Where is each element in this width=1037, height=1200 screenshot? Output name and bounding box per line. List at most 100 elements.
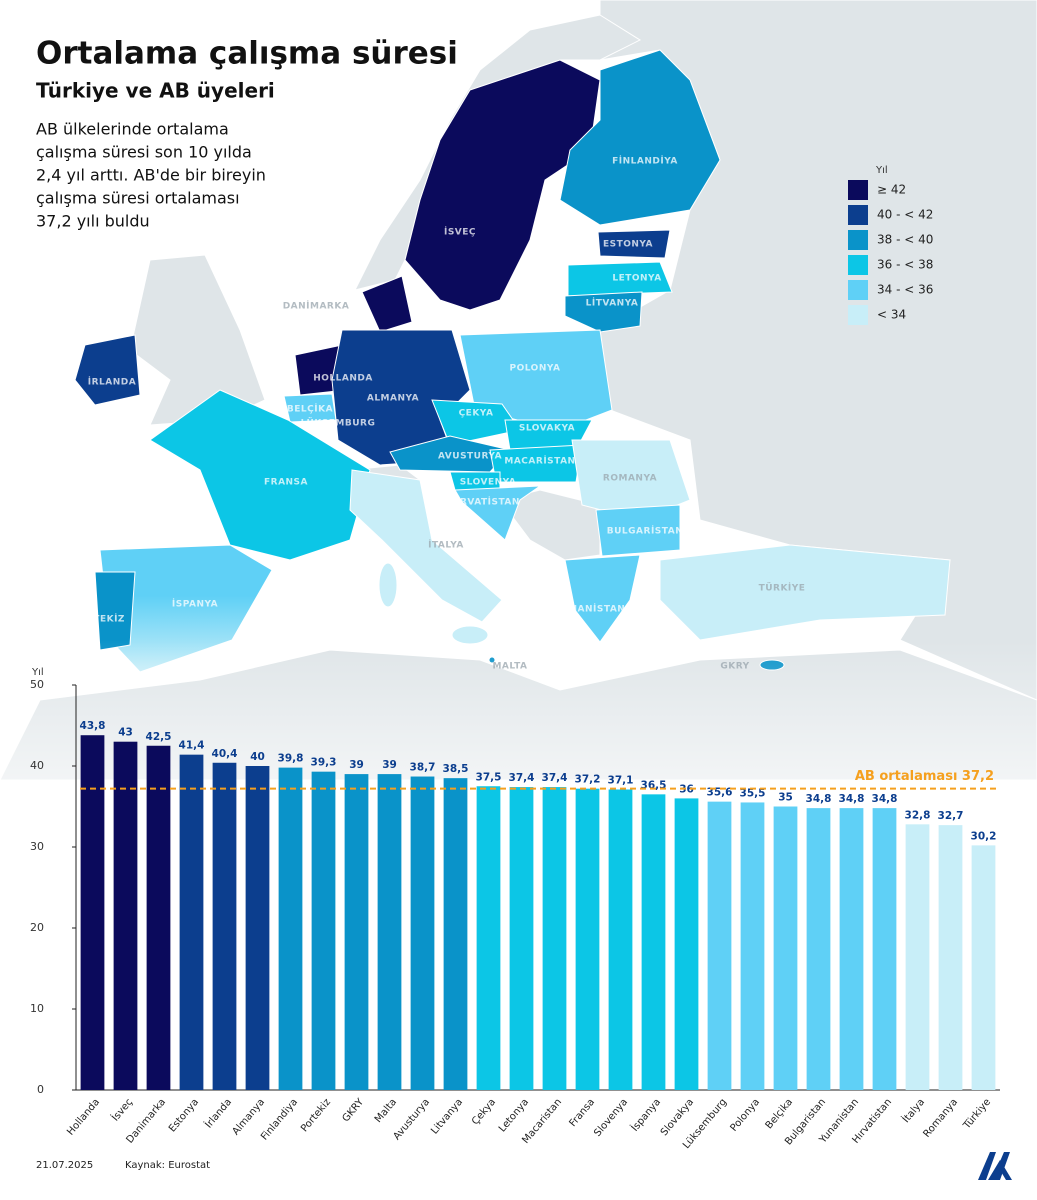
map-label: YUNANİSTAN xyxy=(554,604,626,615)
land-balkans xyxy=(499,489,601,561)
value-label: 36,5 xyxy=(641,779,667,791)
land-britain xyxy=(129,254,266,426)
map-label: GKRY xyxy=(720,662,749,672)
bar xyxy=(839,808,864,1090)
map-label: PORTEKİZ xyxy=(71,614,125,625)
legend-label: ≥ 42 xyxy=(877,183,906,197)
legend-swatch xyxy=(848,180,868,200)
map-label: DANİMARKA xyxy=(283,301,350,312)
legend-swatch xyxy=(848,255,868,275)
description-line: 37,2 yılı buldu xyxy=(36,212,150,231)
description: AB ülkelerinde ortalama çalışma süresi so… xyxy=(36,120,266,231)
bar xyxy=(179,754,204,1090)
value-label: 34,8 xyxy=(872,793,898,805)
bar xyxy=(707,801,732,1090)
bar xyxy=(608,789,633,1090)
description-line: çalışma süresi ortalaması xyxy=(36,189,240,208)
value-label: 34,8 xyxy=(806,793,832,805)
value-label: 35 xyxy=(778,792,793,804)
map-label: LETONYA xyxy=(612,274,661,284)
latvia xyxy=(567,261,673,297)
bar xyxy=(773,806,798,1090)
date: 21.07.2025 xyxy=(36,1160,93,1171)
value-label: 32,7 xyxy=(938,810,964,822)
map-label: HIRVATİSTAN xyxy=(448,497,520,508)
legend-swatch xyxy=(848,280,868,300)
legend-label: 36 - < 38 xyxy=(877,258,933,272)
bar xyxy=(971,845,996,1090)
turkiye xyxy=(659,544,951,641)
bar xyxy=(872,808,897,1090)
value-label: 40 xyxy=(250,751,265,763)
y-tick-label: 50 xyxy=(30,678,44,691)
legend-title: Yıl xyxy=(875,165,888,176)
value-label: 41,4 xyxy=(179,740,205,752)
map-label: BULGARİSTAN xyxy=(607,526,683,537)
map-label: İRLANDA xyxy=(88,377,136,388)
map-label: İTALYA xyxy=(428,540,464,551)
bar xyxy=(278,767,303,1090)
bar xyxy=(344,774,369,1090)
legend: Yıl ≥ 42 40 - < 42 38 - < 40 36 - < 38 34 - <… xyxy=(848,165,933,325)
portugal xyxy=(94,571,136,651)
value-label: 37,4 xyxy=(542,772,568,784)
map-label: FİNLANDİYA xyxy=(612,156,678,167)
map-label: ROMANYA xyxy=(603,474,657,484)
legend-swatch xyxy=(848,205,868,225)
y-tick-label: 30 xyxy=(30,840,44,853)
subtitle: Türkiye ve AB üyeleri xyxy=(36,79,275,103)
bar xyxy=(80,735,105,1090)
bar xyxy=(443,778,468,1090)
bar xyxy=(674,798,699,1090)
map-label: ESTONYA xyxy=(603,240,653,250)
value-label: 39,3 xyxy=(311,757,337,769)
bar xyxy=(938,825,963,1090)
description-line: AB ülkelerinde ortalama xyxy=(36,120,229,139)
map-label: ALMANYA xyxy=(367,394,419,404)
map-label: TÜRKİYE xyxy=(759,583,806,594)
bar xyxy=(476,786,501,1090)
value-label: 39 xyxy=(382,759,397,771)
value-label: 34,8 xyxy=(839,793,865,805)
lithuania xyxy=(564,291,643,333)
map-label: ÇEKYA xyxy=(459,409,494,419)
legend-swatch xyxy=(848,305,868,325)
map-label: MACARİSTAN xyxy=(504,456,575,467)
value-label: 39,8 xyxy=(278,753,304,765)
value-label: 35,5 xyxy=(740,787,766,799)
bar xyxy=(542,787,567,1090)
source: Kaynak: Eurostat xyxy=(125,1160,210,1171)
y-axis-label: Yıl xyxy=(31,667,44,678)
legend-label: 34 - < 36 xyxy=(877,283,933,297)
legend-label: < 34 xyxy=(877,308,906,322)
sardinia xyxy=(378,562,398,608)
map-label: BELÇİKA xyxy=(287,404,333,415)
map-label: HOLLANDA xyxy=(313,374,373,384)
bar xyxy=(377,774,402,1090)
bar xyxy=(806,808,831,1090)
legend-label: 40 - < 42 xyxy=(877,208,933,222)
greece xyxy=(564,554,641,643)
value-label: 37,4 xyxy=(509,772,535,784)
value-label: 37,5 xyxy=(476,771,502,783)
bar xyxy=(146,745,171,1090)
title: Ortalama çalışma süresi xyxy=(36,36,458,72)
value-label: 38,5 xyxy=(443,763,469,775)
reference-label: AB ortalaması 37,2 xyxy=(855,769,994,784)
bar xyxy=(311,771,336,1090)
finland xyxy=(559,49,721,226)
y-tick-label: 10 xyxy=(30,1002,44,1015)
bar xyxy=(905,824,930,1090)
y-tick-label: 40 xyxy=(30,759,44,772)
value-label: 32,8 xyxy=(905,809,931,821)
value-label: 37,2 xyxy=(575,774,601,786)
logo xyxy=(978,1152,1012,1180)
value-label: 43,8 xyxy=(80,720,106,732)
bar xyxy=(113,741,138,1090)
map-label: LÜKSEMBURG xyxy=(301,418,376,429)
bar xyxy=(410,776,435,1090)
value-label: 37,1 xyxy=(608,774,634,786)
map-label: MALTA xyxy=(492,662,527,672)
map-label: POLONYA xyxy=(510,364,561,374)
